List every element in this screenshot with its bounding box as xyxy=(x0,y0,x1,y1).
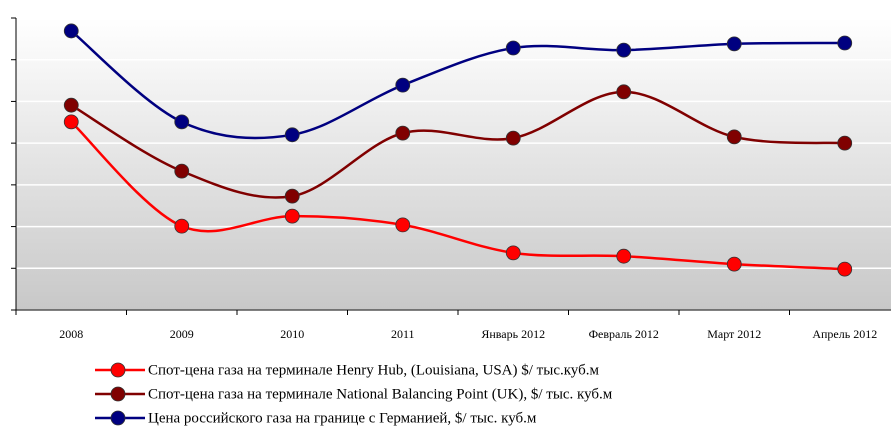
data-point xyxy=(616,84,632,100)
data-point xyxy=(284,188,300,204)
x-tick-label: Февраль 2012 xyxy=(589,327,659,341)
data-point xyxy=(63,114,79,130)
x-tick-label: 2008 xyxy=(59,327,83,341)
data-point xyxy=(395,217,411,233)
data-point xyxy=(395,77,411,93)
plot-area xyxy=(16,18,891,310)
data-point xyxy=(505,130,521,146)
legend-label: Спот-цена газа на терминале Henry Hub, (… xyxy=(148,362,599,378)
data-point xyxy=(616,42,632,58)
data-point xyxy=(726,256,742,272)
data-point xyxy=(63,97,79,113)
data-point xyxy=(174,114,190,130)
data-point xyxy=(726,36,742,52)
data-point xyxy=(505,245,521,261)
data-point xyxy=(616,248,632,264)
x-tick-label: 2010 xyxy=(280,327,304,341)
data-point xyxy=(174,218,190,234)
legend-label: Спот-цена газа на терминале National Bal… xyxy=(148,386,613,402)
data-point xyxy=(837,261,853,277)
x-tick-label: 2009 xyxy=(170,327,194,341)
legend-marker xyxy=(110,410,126,426)
data-point xyxy=(63,23,79,39)
legend-label: Цена российского газа на границе с Герма… xyxy=(148,410,537,426)
data-point xyxy=(837,135,853,151)
data-point xyxy=(395,125,411,141)
x-tick-label: Апрель 2012 xyxy=(812,327,877,341)
series-line xyxy=(70,90,845,199)
x-tick-label: 2011 xyxy=(391,327,415,341)
legend-marker xyxy=(110,386,126,402)
x-tick-label: Январь 2012 xyxy=(481,327,545,341)
data-point xyxy=(284,208,300,224)
data-point xyxy=(726,129,742,145)
legend-marker xyxy=(110,362,126,378)
data-point xyxy=(505,40,521,56)
data-point xyxy=(284,127,300,143)
data-point xyxy=(174,163,190,179)
x-tick-label: Март 2012 xyxy=(707,327,761,341)
data-point xyxy=(837,35,853,51)
